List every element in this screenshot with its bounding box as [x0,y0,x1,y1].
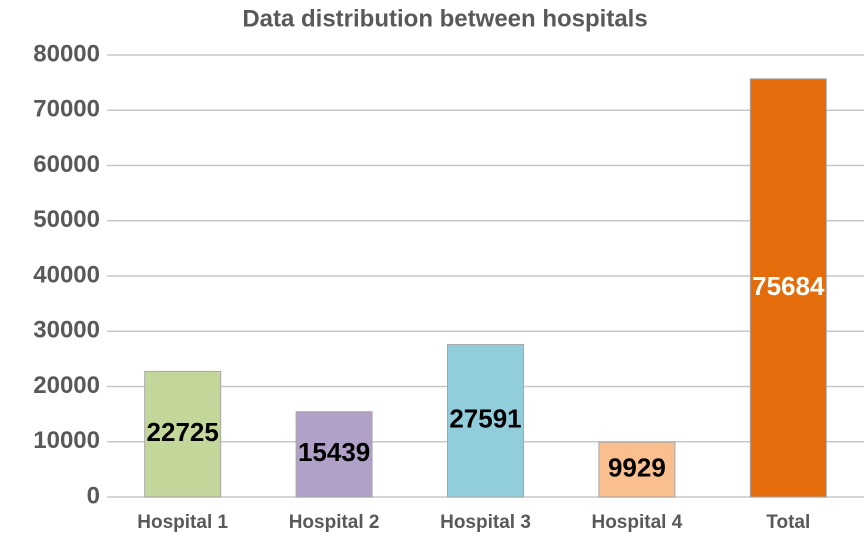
chart-title: Data distribution between hospitals [242,5,647,32]
bar [144,370,222,498]
y-tick-label: 20000 [33,372,100,399]
x-tick-label: Hospital 3 [440,512,531,533]
y-tick-label: 10000 [33,427,100,454]
data-label: 27591 [449,404,521,434]
bar [749,78,827,498]
y-tick-label: 40000 [33,261,100,288]
x-tick-label: Hospital 2 [289,512,380,533]
y-tick-label: 30000 [33,317,100,344]
bar [598,441,676,498]
data-label: 9929 [608,452,666,482]
y-tick-label: 80000 [33,40,100,67]
bar [447,344,524,498]
x-tick-label: Total [766,512,810,533]
x-tick-label: Hospital 1 [137,512,228,533]
y-tick-label: 70000 [33,96,100,123]
data-label: 15439 [298,437,370,467]
y-tick-label: 0 [87,482,100,509]
data-label: 75684 [752,271,825,301]
bar [295,411,373,498]
x-tick-label: Hospital 4 [591,512,682,533]
data-label: 22725 [147,417,219,447]
y-tick-label: 60000 [33,151,100,178]
y-tick-label: 50000 [33,206,100,233]
